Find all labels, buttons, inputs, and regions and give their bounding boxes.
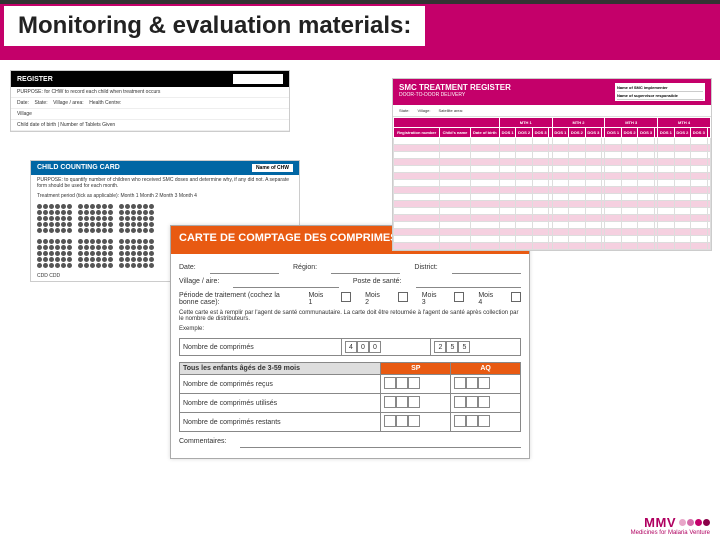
carte-col-aq: AQ [451,363,521,375]
smc-header-left: SMC TREATMENT REGISTER DOOR-TO-DOOR DELI… [399,83,511,98]
carte-village-field [233,278,339,288]
carte-mois4: Mois 4 [478,292,495,306]
register-purpose: PURPOSE: for CHW to record each child wh… [11,87,289,98]
title-bar: Monitoring & evaluation materials: [0,0,720,60]
carte-row1-label: Nombre de comprimés utilisés [180,394,381,413]
sp2: 0 [369,341,381,353]
smc-header: SMC TREATMENT REGISTER DOOR-TO-DOOR DELI… [393,79,711,105]
register-row2: Village [11,109,289,120]
carte-poste-field [416,278,522,288]
smc-header-right: Name of SMC implementer Name of supervis… [615,83,705,101]
carte-mois4-box[interactable] [511,292,521,302]
smc-table: MTH 1MTH 2MTH 3MTH 4Registration numberC… [393,117,711,250]
ccc-header: CHILD COUNTING CARD Name of CHW [31,161,299,175]
carte-row0-aq [451,375,521,394]
carte-col-sp: SP [381,363,451,375]
carte-example-label: Exemple: [179,326,521,332]
register-header: REGISTER [11,71,289,87]
smc-right-1: Name of supervisor responsible [617,92,703,100]
carte-mois2: Mois 2 [365,292,382,306]
content-stage: REGISTER PURPOSE: for CHW to record each… [0,60,720,510]
carte-mois1: Mois 1 [308,292,325,306]
smc-header-sub: DOOR-TO-DOOR DELIVERY [399,92,511,98]
sp0: 4 [345,341,357,353]
ccc-purpose: PURPOSE: to quantify number of children … [31,175,299,191]
register-fields: Date: State: Village / area: Health Cent… [11,98,289,109]
mmv-logo: MMV [644,515,676,530]
aq0: 2 [434,341,446,353]
carte-example-sp: 400 [341,339,431,356]
carte-example-table: Nombre de comprimés 400 255 [179,338,521,356]
carte-mois1-box[interactable] [341,292,351,302]
carte-comments-label: Commentaires: [179,438,226,448]
carte-date: Date: [179,264,196,274]
carte-poste: Poste de santé: [353,278,402,288]
carte-note: Cette carte est à remplir par l'agent de… [179,310,521,322]
sp1: 0 [357,341,369,353]
smc-village: Village: [417,108,430,113]
carte-line2: Village / aire: Poste de santé: [179,278,521,288]
carte-mois3-box[interactable] [454,292,464,302]
mmv-tagline: Medicines for Malaria Venture [631,530,710,536]
register-field-state: State: [35,100,48,106]
carte-row2-aq [451,413,521,432]
carte-date-field [210,264,279,274]
carte-row-1: Nombre de comprimés utilisés [180,394,521,413]
carte-row-0: Nombre de comprimés reçus [180,375,521,394]
carte-comments-field [240,438,521,448]
carte-mois3: Mois 3 [422,292,439,306]
carte-district: District: [414,264,437,274]
register-row3: Child date of birth | Number of Tablets … [11,120,289,131]
carte-row2-label: Nombre de comprimés restants [180,413,381,432]
carte-mois2-box[interactable] [398,292,408,302]
carte-main-table: Tous les enfants âgés de 3-59 mois SP AQ… [179,362,521,432]
form-smc-register: SMC TREATMENT REGISTER DOOR-TO-DOOR DELI… [392,78,712,251]
mmv-dots [679,519,710,526]
carte-period: Période de traitement (cochez la bonne c… [179,292,521,306]
smc-satellite: Satellite area: [439,108,463,113]
ccc-fields: Treatment period (tick as applicable): M… [31,191,299,201]
register-header-label: REGISTER [17,76,53,83]
register-field-date: Date: [17,100,29,106]
ccc-header-label: CHILD COUNTING CARD [37,164,120,172]
carte-row0-label: Nombre de comprimés reçus [180,375,381,394]
form-carte-comptage: CARTE DE COMPTAGE DES COMPRIMES Nom Rôle… [170,225,530,459]
aq2: 5 [458,341,470,353]
carte-example-rowlabel: Nombre de comprimés [180,339,342,356]
register-field-hc: Health Centre: [89,100,121,106]
carte-district-field [452,264,521,274]
smc-top-fields: State: Village: Satellite area: [393,105,711,117]
carte-row1-aq [451,394,521,413]
carte-row1-sp [381,394,451,413]
carte-row-2: Nombre de comprimés restants [180,413,521,432]
carte-row2-sp [381,413,451,432]
smc-header-label: SMC TREATMENT REGISTER [399,83,511,92]
register-header-box [233,74,283,84]
mmv-block: MMV Medicines for Malaria Venture [631,515,710,536]
aq1: 5 [446,341,458,353]
carte-header-label: CARTE DE COMPTAGE DES COMPRIMES [179,232,398,248]
form-register: REGISTER PURPOSE: for CHW to record each… [10,70,290,132]
footer: MMV Medicines for Malaria Venture [631,515,710,536]
ccc-header-right: Name of CHW [252,164,293,172]
page-title: Monitoring & evaluation materials: [4,6,425,46]
smc-right-0: Name of SMC implementer [617,84,703,92]
smc-state: State: [399,108,409,113]
carte-region-field [331,264,400,274]
carte-region: Région: [293,264,317,274]
carte-comments: Commentaires: [179,438,521,448]
carte-row0-sp [381,375,451,394]
carte-body: Date: Région: District: Village / aire: … [171,254,529,458]
carte-period-label: Période de traitement (cochez la bonne c… [179,292,294,306]
carte-village: Village / aire: [179,278,219,288]
carte-group-label: Tous les enfants âgés de 3-59 mois [180,363,381,375]
carte-line1: Date: Région: District: [179,264,521,274]
carte-example-aq: 255 [431,339,521,356]
register-field-village: Village / area: [53,100,83,106]
